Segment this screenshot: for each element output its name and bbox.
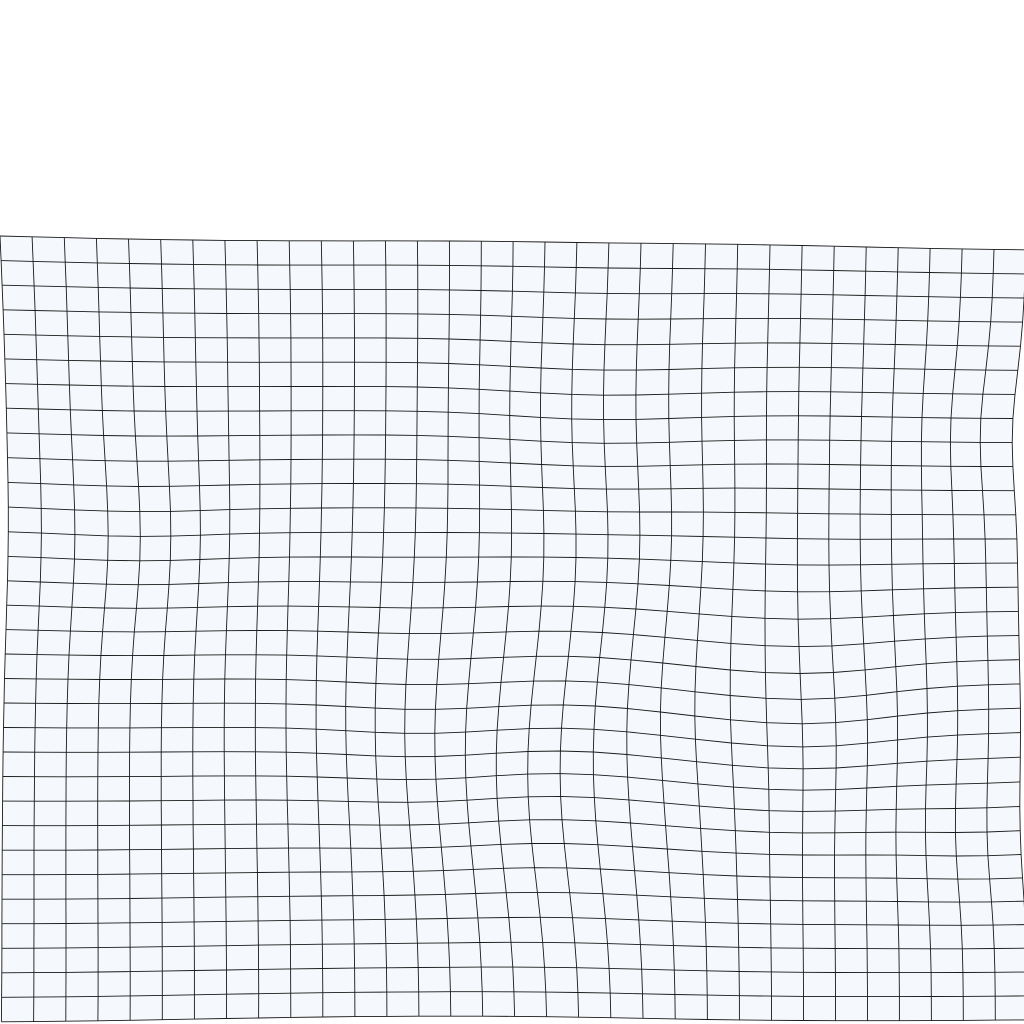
- horizontal-grid-line: [7, 457, 1013, 468]
- horizontal-grid-line: [2, 773, 1021, 791]
- horizontal-grid-line: [2, 867, 1023, 880]
- horizontal-grid-line: [8, 531, 1017, 540]
- horizontal-grid-line: [2, 795, 1020, 812]
- horizontal-grid-line: [0, 235, 1024, 251]
- horizontal-grid-line: [1, 1015, 1024, 1023]
- horizontal-grid-line: [8, 506, 1016, 516]
- horizontal-grid-line: [3, 750, 1021, 770]
- horizontal-grid-line: [7, 555, 1018, 566]
- horizontal-grid-line: [4, 678, 1021, 700]
- horizontal-grid-line: [5, 653, 1020, 674]
- horizontal-grid-line: [6, 407, 1013, 421]
- horizontal-grid-line: [6, 432, 1013, 444]
- horizontal-grid-line: [3, 309, 1023, 323]
- horizontal-grid-line: [2, 819, 1021, 834]
- horizontal-grid-line: [3, 702, 1021, 725]
- horizontal-grid-line: [1, 941, 1024, 950]
- horizontal-grid-line: [5, 383, 1016, 396]
- horizontal-grid-line: [1, 260, 1024, 275]
- horizontal-grid-line: [3, 726, 1021, 748]
- horizontal-grid-line: [1, 966, 1024, 974]
- horizontal-grid-line: [3, 333, 1021, 347]
- horizontal-grid-line: [2, 891, 1024, 903]
- horizontal-grid-line: [2, 843, 1022, 857]
- horizontal-grid-lines: [0, 235, 1024, 1023]
- horizontal-grid-line: [4, 358, 1018, 371]
- horizontal-grid-line: [1, 916, 1024, 926]
- horizontal-grid-line: [7, 580, 1019, 593]
- horizontal-grid-line: [6, 604, 1019, 620]
- horizontal-grid-line: [2, 284, 1024, 299]
- mesh-fill: [0, 236, 1024, 1022]
- horizontal-grid-line: [5, 629, 1019, 648]
- horizontal-grid-line: [1, 991, 1024, 998]
- horizontal-grid-line: [7, 481, 1015, 492]
